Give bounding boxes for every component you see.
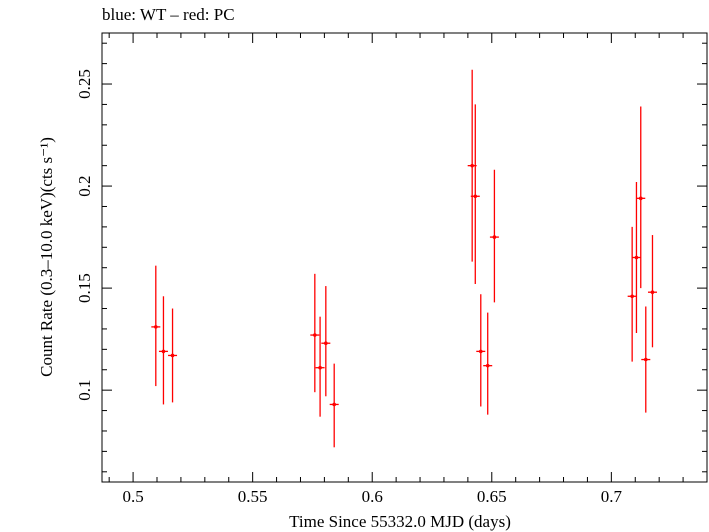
y-tick-label: 0.25 <box>75 69 94 99</box>
data-point <box>315 316 325 417</box>
point-marker <box>318 365 322 370</box>
data-point <box>151 265 161 387</box>
point-marker <box>630 294 634 299</box>
data-point <box>470 104 480 285</box>
point-marker <box>650 290 655 294</box>
x-tick-label: 0.7 <box>601 487 623 506</box>
point-marker <box>313 333 317 337</box>
data-point <box>476 294 486 407</box>
data-point <box>310 273 320 393</box>
plot-frame <box>101 32 708 483</box>
data-point <box>321 286 331 397</box>
point-marker <box>170 353 175 358</box>
y-tick-label: 0.1 <box>75 380 94 401</box>
data-point <box>641 306 651 413</box>
point-marker <box>492 235 497 239</box>
y-tick-label: 0.15 <box>75 273 94 303</box>
x-tick-label: 0.6 <box>362 487 383 506</box>
data-point <box>627 226 637 362</box>
data-point <box>329 363 339 448</box>
axis-ticks <box>102 33 708 482</box>
x-tick-label: 0.65 <box>477 487 507 506</box>
data-point <box>647 235 657 348</box>
x-tick-label: 0.55 <box>238 487 268 506</box>
point-marker <box>478 349 483 354</box>
point-marker <box>634 255 639 260</box>
y-tick-label: 0.2 <box>75 175 94 196</box>
data-point <box>158 296 168 405</box>
point-marker <box>332 402 336 407</box>
data-point <box>483 312 493 415</box>
data-point <box>489 169 499 303</box>
point-marker <box>161 349 166 354</box>
point-marker <box>485 363 490 368</box>
data-point <box>631 181 641 334</box>
point-marker <box>638 196 643 201</box>
data-point <box>168 308 178 403</box>
y-axis-title: Count Rate (0.3–10.0 keV)(cts s⁻¹) <box>37 137 56 377</box>
point-marker <box>643 357 648 362</box>
point-marker <box>324 341 328 346</box>
chart-caption: blue: WT – red: PC <box>102 5 235 24</box>
tick-labels: 0.5 0.55 0.6 0.65 0.7 0.1 0.15 0.2 0.25 <box>75 69 622 506</box>
data-point <box>636 106 646 289</box>
data-points <box>151 69 657 448</box>
point-marker <box>154 325 158 329</box>
x-tick-label: 0.5 <box>122 487 143 506</box>
x-axis-title: Time Since 55332.0 MJD (days) <box>289 512 511 531</box>
point-marker <box>470 163 474 168</box>
point-marker <box>473 194 478 199</box>
